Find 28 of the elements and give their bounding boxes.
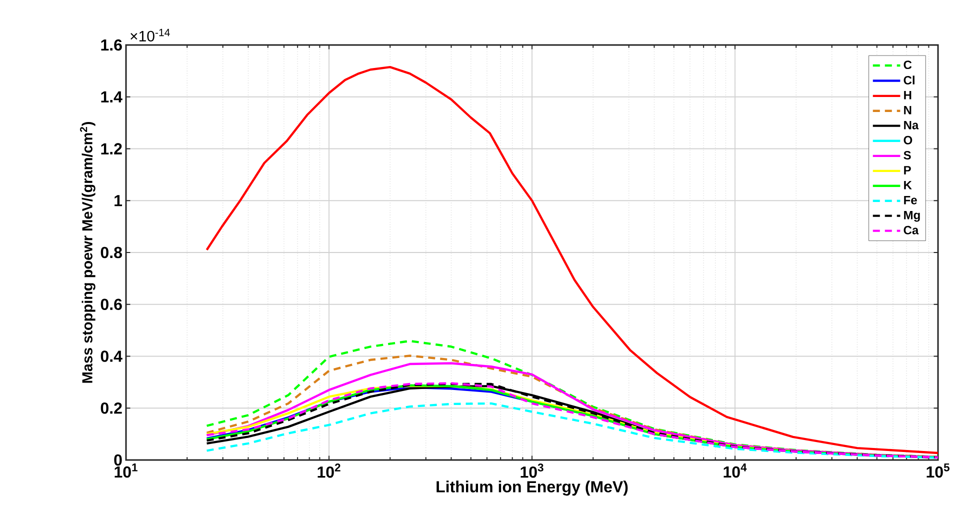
y-tick-label: 0 [114,454,122,466]
y-tick-label: 0.4 [100,350,122,362]
text: ×10$^{-14}$ [130,28,170,42]
legend-label: H [904,91,912,100]
x-axis-title: Lithium ion Energy (MeV) [436,480,628,496]
x-tick-label: 10$^{3}$ [520,464,544,478]
legend-label: S [904,150,911,160]
legend-label: O [904,136,912,144]
x-tick-label: 10$^{5}$ [926,464,950,478]
y-axis-title: Mass stopping poewr MeV/(gram/cm$^{2}$) [80,122,96,383]
y-tick-label: 1 [114,195,122,206]
legend-label: N [904,106,912,114]
y-tick-label: 0.2 [100,402,122,414]
legend-label: Ca [904,226,919,234]
y-tick-label: 1.6 [101,39,122,51]
legend-label: Cl [904,76,914,84]
legend-label: Fe [904,196,917,204]
legend-label: Na [904,120,919,130]
x-tick-label: 10$^{4}$ [724,464,747,478]
legend-label: C [904,60,912,70]
x-tick-label: 10$^{2}$ [318,464,340,478]
legend-label: Mg [904,210,920,222]
y-tick-label: 0.8 [100,246,122,258]
y-tick-label: 1.2 [101,143,122,154]
legend-label: K [904,181,912,190]
legend-label: P [904,166,911,174]
y-tick-label: 1.4 [101,91,122,102]
y-tick-label: 0.6 [100,298,122,310]
